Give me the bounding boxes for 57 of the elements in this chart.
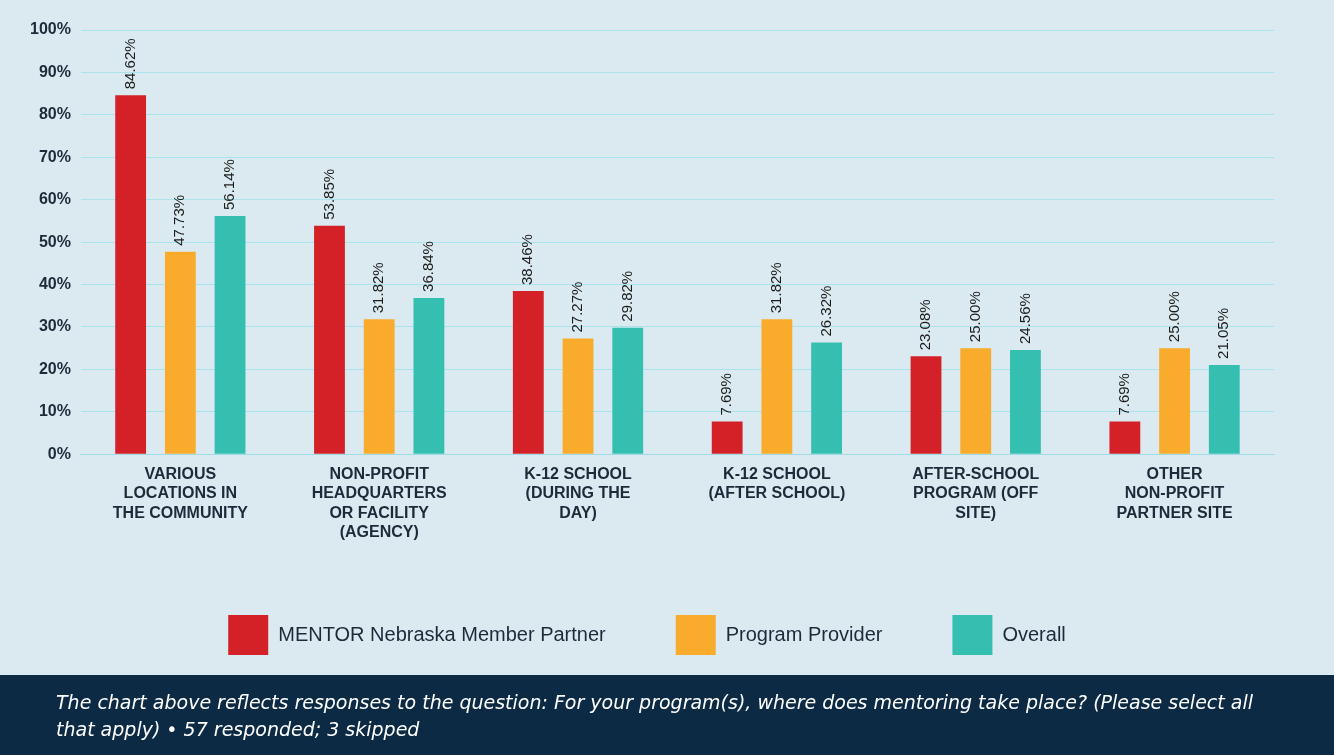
bar <box>512 291 544 454</box>
x-tick-label: AFTER-SCHOOL PROGRAM (OFF SITE) <box>912 465 1040 521</box>
bar <box>562 338 594 454</box>
data-label: 26.32% <box>816 285 834 337</box>
y-tick-label: 90% <box>38 62 71 80</box>
data-label: 29.82% <box>617 270 635 322</box>
bar <box>612 327 644 454</box>
x-tick-label: K-12 SCHOOL (AFTER SCHOOL) <box>708 465 846 502</box>
data-label: 23.08% <box>916 299 934 351</box>
y-tick-label: 50% <box>38 232 71 250</box>
bar <box>314 225 345 454</box>
data-label: 21.05% <box>1214 308 1232 359</box>
bar <box>1159 348 1190 454</box>
bar <box>1010 350 1041 454</box>
y-tick-label: 30% <box>38 317 71 335</box>
data-label: 56.14% <box>220 159 238 211</box>
legend-label: Program Provider <box>725 622 883 645</box>
bar <box>910 356 942 454</box>
data-label: 36.84% <box>419 241 437 292</box>
bar <box>413 297 445 454</box>
y-tick-label: 80% <box>38 105 71 123</box>
bar <box>164 251 196 454</box>
bar <box>1208 364 1240 454</box>
data-label: 38.46% <box>518 234 536 286</box>
data-label: 24.56% <box>1015 293 1033 345</box>
y-tick-label: 70% <box>38 147 71 165</box>
bar <box>761 319 793 454</box>
x-tick-label: NON-PROFIT HEADQUARTERS OR FACILITY (AGENCY) <box>311 465 448 540</box>
data-label: 31.82% <box>767 262 785 314</box>
data-label: 53.85% <box>319 168 337 220</box>
y-tick-label: 10% <box>38 402 71 420</box>
x-tick-label: OTHER NON-PROFIT PARTNER SITE <box>1116 465 1233 521</box>
text: The chart above reflects responses to the question: For your program(s), where does mentoring take place? (Please select all that apply) • 57 responded; 3 skipped <box>56 690 1254 742</box>
data-label: 84.62% <box>120 38 138 90</box>
x-tick-label: VARIOUS LOCATIONS IN THE COMMUNITY <box>112 465 249 521</box>
data-label: 7.69% <box>717 373 735 416</box>
y-tick-label: 100% <box>30 20 71 38</box>
bar <box>214 216 246 454</box>
data-label: 7.69% <box>1115 373 1133 416</box>
data-label: 25.00% <box>965 291 983 343</box>
bar <box>811 342 843 454</box>
x-tick-label: K-12 SCHOOL (DURING THE DAY) <box>524 465 633 521</box>
bar <box>363 319 395 454</box>
bar <box>1109 421 1141 454</box>
bar <box>711 421 743 454</box>
y-tick-label: 20% <box>38 359 71 377</box>
data-label: 47.73% <box>170 194 188 246</box>
legend-label: MENTOR Nebraska Member Partner <box>278 622 607 645</box>
data-label: 31.82% <box>369 262 387 314</box>
y-tick-label: 40% <box>38 274 71 292</box>
y-tick-label: 0% <box>47 444 71 462</box>
bar <box>115 95 147 454</box>
bar <box>960 348 992 454</box>
legend-label: Overall <box>1002 622 1066 645</box>
data-label: 27.27% <box>568 281 586 333</box>
data-label: 25.00% <box>1164 291 1182 343</box>
y-tick-label: 60% <box>38 190 71 208</box>
